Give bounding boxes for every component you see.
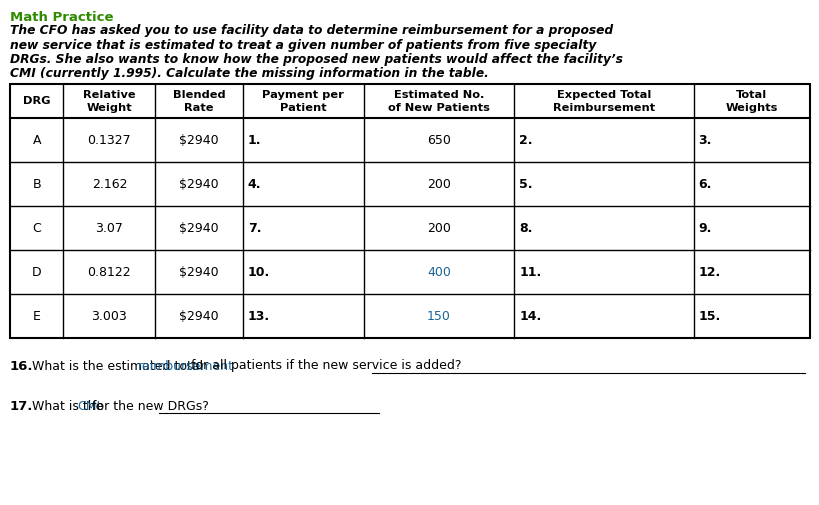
Text: 11.: 11. — [519, 266, 541, 278]
Text: 2.: 2. — [519, 133, 532, 146]
Text: 3.: 3. — [699, 133, 712, 146]
Text: Relative: Relative — [83, 90, 136, 100]
Text: The CFO has asked you to use facility data to determine reimbursement for a prop: The CFO has asked you to use facility da… — [10, 24, 613, 37]
Text: DRG: DRG — [23, 96, 51, 106]
Text: $2940: $2940 — [179, 266, 219, 278]
Text: What is the estimated total: What is the estimated total — [28, 360, 207, 373]
Text: What is the: What is the — [28, 399, 107, 413]
Text: 13.: 13. — [247, 310, 269, 323]
Text: CMI (currently 1.995). Calculate the missing information in the table.: CMI (currently 1.995). Calculate the mis… — [10, 68, 489, 80]
Text: of New Patients: of New Patients — [388, 103, 490, 113]
Text: 16.: 16. — [10, 360, 34, 373]
Text: Estimated No.: Estimated No. — [394, 90, 484, 100]
Text: 15.: 15. — [699, 310, 721, 323]
Text: Patient: Patient — [280, 103, 327, 113]
Text: 9.: 9. — [699, 222, 712, 234]
Text: Rate: Rate — [184, 103, 214, 113]
Text: Math Practice: Math Practice — [10, 11, 114, 24]
Text: Reimbursement: Reimbursement — [553, 103, 655, 113]
Text: for the new DRGs?: for the new DRGs? — [88, 399, 210, 413]
Text: 5.: 5. — [519, 177, 532, 190]
Text: 1.: 1. — [247, 133, 261, 146]
Text: 3.003: 3.003 — [92, 310, 127, 323]
Text: 400: 400 — [428, 266, 451, 278]
Text: 10.: 10. — [247, 266, 270, 278]
Text: DRGs. She also wants to know how the proposed new patients would affect the faci: DRGs. She also wants to know how the pro… — [10, 53, 623, 66]
Text: E: E — [33, 310, 41, 323]
Text: 4.: 4. — [247, 177, 261, 190]
Text: $2940: $2940 — [179, 222, 219, 234]
Text: CMI: CMI — [77, 399, 100, 413]
Text: 17.: 17. — [10, 399, 34, 413]
Text: 200: 200 — [428, 222, 451, 234]
Bar — [10, 84, 810, 338]
Text: 8.: 8. — [519, 222, 532, 234]
Text: D: D — [32, 266, 42, 278]
Text: 150: 150 — [428, 310, 451, 323]
Text: Weights: Weights — [726, 103, 778, 113]
Text: A: A — [33, 133, 41, 146]
Text: $2940: $2940 — [179, 133, 219, 146]
Text: 0.1327: 0.1327 — [88, 133, 131, 146]
Text: $2940: $2940 — [179, 177, 219, 190]
Text: Expected Total: Expected Total — [557, 90, 651, 100]
Text: new service that is estimated to treat a given number of patients from five spec: new service that is estimated to treat a… — [10, 38, 596, 52]
Text: 200: 200 — [428, 177, 451, 190]
Text: Weight: Weight — [87, 103, 132, 113]
Text: 650: 650 — [428, 133, 451, 146]
Text: 7.: 7. — [247, 222, 261, 234]
Text: for all patients if the new service is added?: for all patients if the new service is a… — [187, 360, 461, 373]
Text: 3.07: 3.07 — [96, 222, 124, 234]
Text: 0.8122: 0.8122 — [88, 266, 131, 278]
Text: B: B — [33, 177, 41, 190]
Text: Blended: Blended — [173, 90, 225, 100]
Text: 6.: 6. — [699, 177, 712, 190]
Text: Payment per: Payment per — [262, 90, 344, 100]
Text: 14.: 14. — [519, 310, 541, 323]
Text: 2.162: 2.162 — [92, 177, 127, 190]
Text: Total: Total — [736, 90, 767, 100]
Text: $2940: $2940 — [179, 310, 219, 323]
Text: 12.: 12. — [699, 266, 721, 278]
Text: C: C — [32, 222, 41, 234]
Text: reimbursement: reimbursement — [138, 360, 233, 373]
